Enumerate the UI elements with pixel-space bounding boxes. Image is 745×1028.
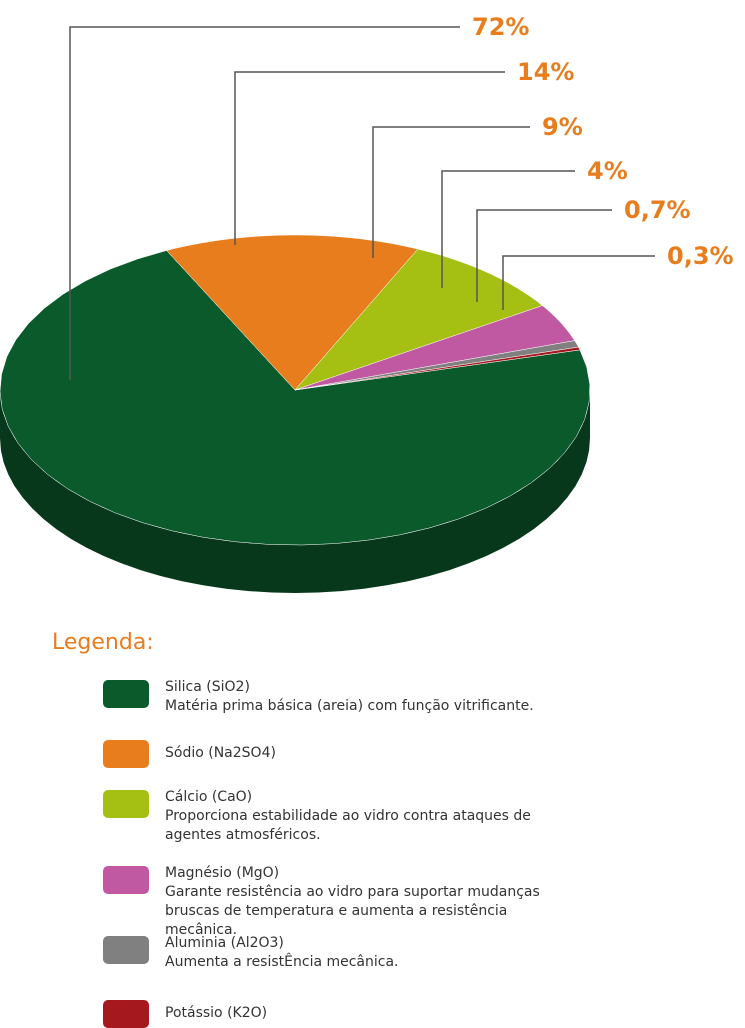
leader-line [69,26,460,380]
legend-label: Silica (SiO2) [165,679,250,695]
value-label: 14% [517,58,574,86]
chart: 72% 14% 9%4% 0,7% 0,3% [0,13,734,593]
slice [294,248,543,391]
slice [294,305,576,391]
leader-line [441,170,575,288]
legend-swatch [103,790,149,818]
value-label: 0,3% [667,242,734,270]
legend-title: Legenda: [52,630,154,655]
legend-label: Sódio (Na2SO4) [165,745,276,761]
legend-label: Aluminia (Al2O3) [165,935,284,951]
legend-description: Matéria prima básica (areia) com função … [165,698,534,714]
leader-line [502,255,655,310]
legend-swatch [103,740,149,768]
value-label: 9% [542,113,583,141]
legend-swatch [103,866,149,894]
value-label: 4% [587,157,628,185]
leader-line [234,71,505,245]
legend-label: Potássio (K2O) [165,1005,268,1021]
legend-text: Sódio (Na2SO4) [165,744,545,763]
value-label: 0,7% [624,196,691,224]
slice [166,234,419,391]
leader-line [372,126,530,258]
leader-line [476,209,612,302]
legend-label: Magnésio (MgO) [165,865,280,881]
legend-text: Potássio (K2O) [165,1004,545,1023]
legend-text: Aluminia (Al2O3) Aumenta a resistÊncia me… [165,934,545,972]
legend-description: Aumenta a resistÊncia mecânica. [165,954,399,970]
value-label: 72% [472,13,529,41]
slice [0,250,591,546]
slice [294,346,581,391]
legend-swatch [103,1000,149,1028]
legend-text: Cálcio (CaO) Proporciona estabilidade ao … [165,788,545,845]
legend-label: Cálcio (CaO) [165,789,253,805]
legend-swatch [103,936,149,964]
slice-side [0,390,590,593]
legend-text: Silica (SiO2) Matéria prima básica (areia… [165,678,545,716]
legend-description: Garante resistência ao vidro para suport… [165,884,540,938]
legend-swatch [103,680,149,708]
slice [294,340,579,391]
legend-text: Magnésio (MgO) Garante resistência ao vid… [165,864,545,940]
legend-description: Proporciona estabilidade ao vidro contra… [165,808,531,843]
